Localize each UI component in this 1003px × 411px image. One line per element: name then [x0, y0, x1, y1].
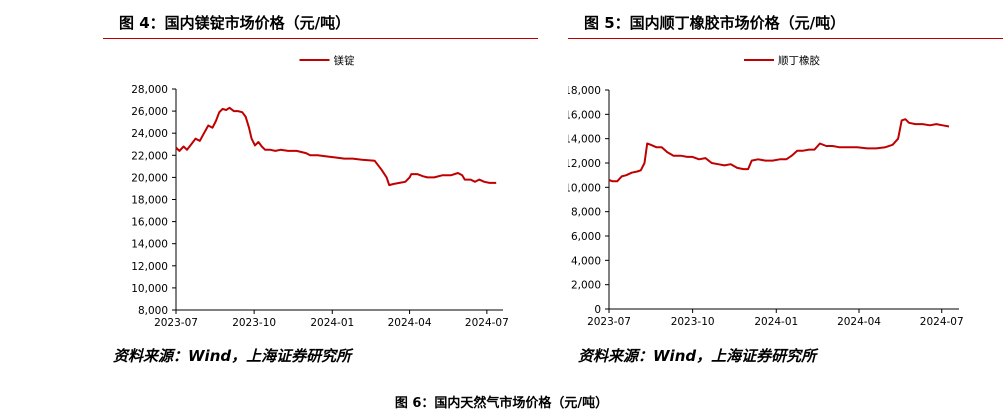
- figure-5-source: 资料来源：Wind，上海证券研究所: [578, 347, 817, 365]
- figure-4-panel: 图 4：国内镁锭市场价格（元/吨） 8,000 10,000 12,000 14,00…: [103, 0, 538, 370]
- x-tick-label: 2023-07: [587, 316, 631, 328]
- y-tick-label: 12,000: [131, 261, 168, 273]
- y-tick-label: 0: [594, 304, 601, 316]
- y-tick-label: 14,000: [568, 134, 601, 146]
- figure-5-panel: 图 5：国内顺丁橡胶市场价格（元/吨） 0 2,000 4,000 6,000 8,00…: [568, 0, 1003, 370]
- series-line: [608, 118, 950, 183]
- y-tick-label: 10,000: [568, 182, 601, 194]
- y-tick-label: 16,000: [568, 109, 601, 121]
- x-tick-label: 2024-04: [837, 316, 881, 328]
- y-tick-label: 20,000: [131, 172, 168, 184]
- y-tick-label: 4,000: [571, 255, 601, 267]
- x-tick-label: 2024-01: [754, 316, 798, 328]
- y-tick-label: 2,000: [571, 280, 601, 292]
- y-tick-label: 8,000: [138, 305, 168, 317]
- y-tick-label: 28,000: [131, 84, 168, 96]
- x-tick-label: 2023-10: [232, 317, 276, 329]
- butadiene-rubber-price-chart: 0 2,000 4,000 6,000 8,000 10,000 12,000 14,000 1…: [568, 54, 964, 328]
- y-tick-label: 10,000: [131, 283, 168, 295]
- x-tick-label: 2024-01: [310, 317, 354, 329]
- y-tick-label: 22,000: [131, 150, 168, 162]
- x-tick-label: 2024-04: [388, 317, 432, 329]
- figure-5-title: 图 5：国内顺丁橡胶市场价格（元/吨）: [584, 14, 846, 32]
- y-tick-label: 8,000: [571, 207, 601, 219]
- legend-label: 顺丁橡胶: [778, 54, 820, 67]
- figure-5-title-rule: [568, 38, 1003, 39]
- y-tick-label: 6,000: [571, 231, 601, 243]
- x-tick-label: 2024-07: [465, 317, 509, 329]
- y-tick-label: 18,000: [131, 195, 168, 207]
- magnesium-ingot-price-chart: 8,000 10,000 12,000 14,000 16,000 18,000 20,00…: [131, 54, 509, 329]
- y-tick-label: 24,000: [131, 128, 168, 140]
- figure-4-source: 资料来源：Wind，上海证券研究所: [113, 347, 352, 365]
- x-tick-label: 2024-07: [920, 316, 964, 328]
- y-tick-label: 14,000: [131, 239, 168, 251]
- figure-4-title-rule: [103, 38, 538, 39]
- y-tick-label: 16,000: [131, 217, 168, 229]
- figure-4-title: 图 4：国内镁锭市场价格（元/吨）: [119, 14, 351, 32]
- legend-label: 镁锭: [334, 54, 355, 67]
- series-line: [175, 106, 497, 187]
- y-tick-label: 12,000: [568, 158, 601, 170]
- y-tick-label: 26,000: [131, 106, 168, 118]
- x-tick-label: 2023-10: [671, 316, 715, 328]
- x-tick-label: 2023-07: [154, 317, 198, 329]
- figure-6-caption: 图 6：国内天然气市场价格（元/吨）: [394, 396, 609, 411]
- y-tick-label: 18,000: [568, 85, 601, 97]
